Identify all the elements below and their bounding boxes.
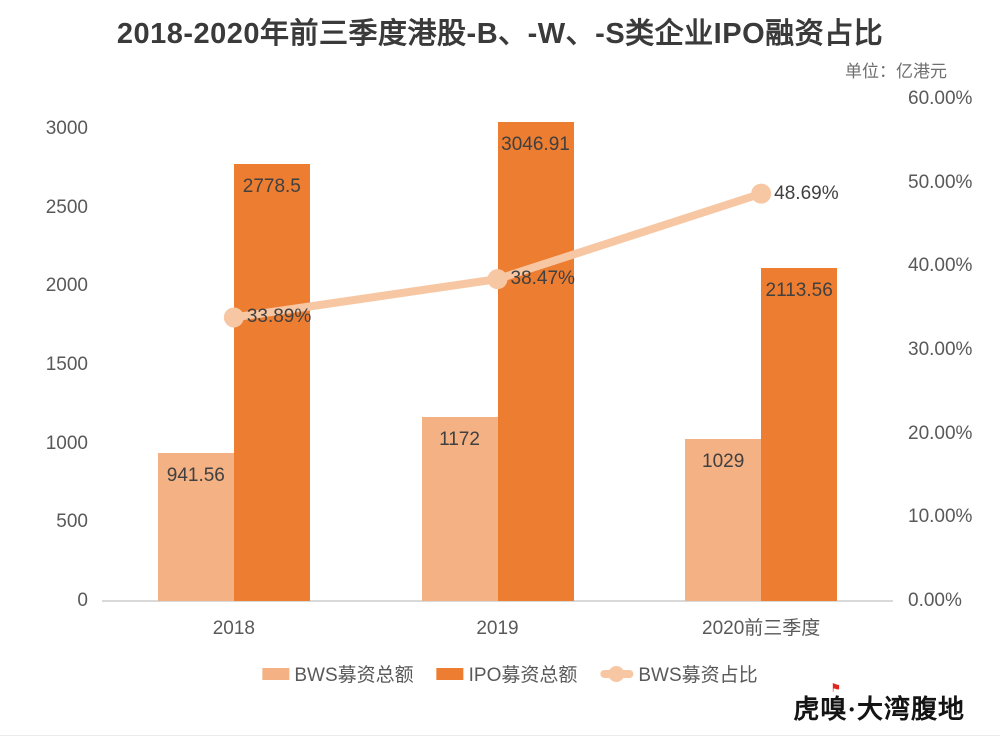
y2-axis-tick-label: 50.00% [908,171,973,193]
chart-title: 2018-2020年前三季度港股-B、-W、-S类企业IPO融资占比 [116,18,884,50]
bar [685,439,762,601]
bar [421,416,498,601]
bar-value-label: 2113.56 [765,280,833,302]
bar [233,163,310,601]
logo-flag-icon: ⚑ [830,681,843,695]
legend-label: BWS募资总额 [294,665,414,686]
bar-value-label: 3046.91 [501,133,570,155]
x-axis-label: 2020前三季度 [702,618,821,639]
legend-bar-swatch-icon [262,667,290,680]
bar [497,121,574,601]
bar-value-label: 1172 [439,428,480,450]
y2-axis-tick-label: 20.00% [908,422,973,444]
x-axis-label: 2019 [476,618,519,639]
y2-axis-tick-label: 30.00% [908,339,973,360]
legend-item: BWS募资占比 [600,660,758,687]
y2-axis-tick-label: 0.00% [908,590,962,611]
legend-bar-swatch-icon [436,667,464,680]
y2-axis-tick-label: 60.00% [908,88,973,109]
y2-axis-tick-label: 40.00% [908,255,973,277]
legend-line-swatch-icon [600,665,634,683]
y-axis-tick-label: 1000 [45,432,88,454]
y-axis-tick-label: 500 [56,511,88,533]
y2-axis-tick-label: 10.00% [908,506,973,528]
y-axis-tick-label: 2500 [45,196,88,218]
bar-value-label: 2778.5 [242,175,301,197]
line-value-label: 48.69% [774,182,839,204]
x-axis-label: 2018 [212,618,255,639]
logo-text: 虎嗅·大湾腹地 [793,695,965,724]
y-axis-tick-label: 0 [77,590,88,611]
bar-value-label: 941.56 [166,464,225,486]
line-marker [751,183,772,204]
y-axis-tick-label: 1500 [45,354,88,375]
legend-item: BWS募资总额 [262,660,414,687]
bar [157,452,234,601]
legend: BWS募资总额 IPO募资总额 BWS募资占比 [262,660,758,687]
brand-logo: ⚑ 虎嗅·大湾腹地 [793,681,965,726]
y-axis-tick-label: 2000 [45,275,88,297]
legend-label: IPO募资总额 [468,665,578,686]
bar [761,268,838,601]
unit-label: 单位：亿港元 [845,62,947,81]
bar-value-label: 1029 [702,451,745,473]
x-axis-line [102,600,893,602]
legend-line-dot [608,665,625,682]
legend-label: BWS募资占比 [638,665,758,686]
legend-item: IPO募资总额 [436,660,578,687]
line-value-label: 38.47% [510,268,575,290]
y-axis-tick-label: 3000 [45,118,88,139]
line-value-label: 33.89% [246,306,312,328]
